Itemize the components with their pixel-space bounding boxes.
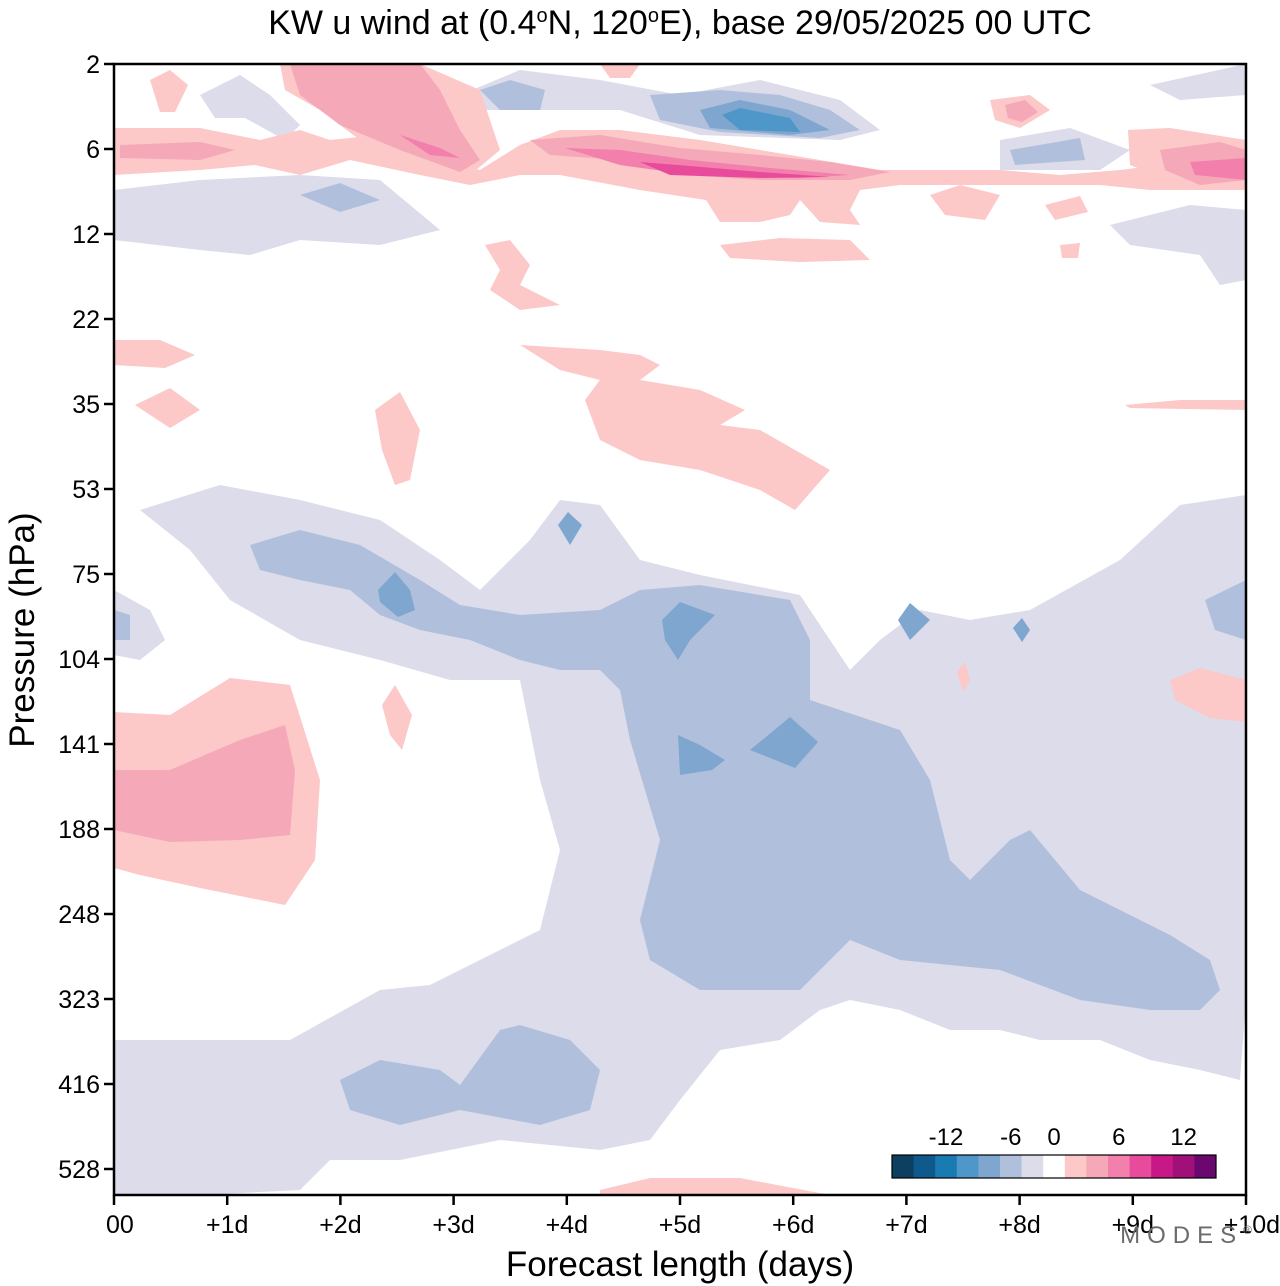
colorbar: -12 -6 0 6 12	[891, 1124, 1217, 1179]
y-tick-label: 35	[72, 391, 100, 419]
contour-neg-4e	[480, 80, 545, 110]
contour-neg-6d	[750, 717, 818, 768]
contour-pos-2-band	[520, 345, 830, 510]
contour-pos-6a	[565, 148, 850, 178]
colorbar-swatch	[913, 1155, 936, 1178]
y-tick-label: 53	[72, 476, 100, 504]
contour-pos-2-f	[382, 685, 412, 750]
colorbar-frame	[891, 1154, 1217, 1179]
contour-neg-4g	[300, 183, 380, 212]
colorbar-swatch	[978, 1155, 1001, 1178]
contour-neg-6a	[378, 572, 415, 617]
colorbar-label: -12	[929, 1124, 964, 1151]
chart-title: KW u wind at (0.4oN, 120oE), base 29/05/…	[268, 4, 1092, 42]
contour-pos-4-top	[290, 64, 480, 172]
modes-logo: MODES®	[1120, 1222, 1252, 1249]
contour-pos-6b	[400, 135, 460, 158]
contour-neg-4	[250, 530, 1220, 1010]
contour-pos-2-d	[135, 388, 200, 428]
contour-neg-6c	[678, 735, 725, 775]
contour-pos-2-q	[1045, 196, 1088, 220]
y-tick-label: 416	[58, 1071, 100, 1099]
contour-pos-2-o	[600, 1178, 830, 1195]
x-axis: 00 +1d +2d +3d +4d +5d +6d +7d +8d +9d +10d	[106, 1195, 1280, 1239]
contour-pos-2-s	[1060, 243, 1080, 258]
y-tick-label: 248	[58, 901, 100, 929]
contour-pos-2-k	[930, 185, 1000, 220]
contour-pos-2-c	[114, 340, 195, 368]
contour-pos-2-e	[375, 392, 420, 485]
colorbar-swatch	[1151, 1155, 1174, 1178]
y-tick-label: 188	[58, 816, 100, 844]
contour-neg-2-top5	[1110, 205, 1246, 285]
x-tick-label: +2d	[319, 1211, 361, 1239]
contour-neg-2-top6	[200, 75, 300, 140]
colorbar-label: 0	[1047, 1124, 1060, 1151]
contour-neg-4c	[1205, 580, 1246, 640]
contour-pos-6c	[1190, 158, 1246, 180]
colorbar-label: -6	[1000, 1124, 1021, 1151]
colorbar-swatch	[1086, 1155, 1109, 1178]
y-tick-label: 6	[86, 136, 100, 164]
y-axis-label: Pressure (hPa)	[3, 512, 42, 747]
x-tick-label: +4d	[546, 1211, 588, 1239]
y-tick-label: 104	[58, 646, 100, 674]
x-tick-label: +10d	[1224, 1211, 1280, 1239]
colorbar-swatch	[1000, 1155, 1023, 1178]
x-tick-label: +3d	[432, 1211, 474, 1239]
contour-pos-4-strat	[530, 135, 890, 180]
colorbar-swatch	[1129, 1155, 1152, 1178]
contour-pos-2-m	[150, 70, 188, 112]
contour-neg-4h	[114, 610, 130, 640]
contour-pos-4-d	[1005, 100, 1038, 122]
contour-pos-2-i	[485, 240, 560, 310]
colorbar-label: 6	[1112, 1124, 1125, 1151]
contour-neg-6b	[662, 602, 715, 660]
y-tick-label: 141	[58, 731, 100, 759]
contour-neg-6g	[1013, 618, 1030, 642]
colorbar-swatch	[1064, 1155, 1087, 1178]
y-tick-label: 2	[86, 51, 100, 79]
y-tick-label: 528	[58, 1156, 100, 1184]
colorbar-swatch	[1172, 1155, 1195, 1178]
contour-neg-2-top4	[1150, 64, 1246, 100]
contour-pos-2-j	[720, 238, 870, 262]
contour-field	[114, 64, 1246, 1195]
x-tick-label: +1d	[206, 1211, 248, 1239]
colorbar-swatch	[935, 1155, 958, 1178]
x-tick-label: +9d	[1112, 1211, 1154, 1239]
x-tick-label: +7d	[885, 1211, 927, 1239]
contour-pos-2-r	[600, 64, 640, 78]
y-tick-label: 12	[72, 221, 100, 249]
y-tick-label: 75	[72, 561, 100, 589]
colorbar-swatch	[1194, 1155, 1217, 1178]
colorbar-swatch	[1043, 1155, 1066, 1178]
x-tick-label: +6d	[772, 1211, 814, 1239]
x-tick-label: +8d	[998, 1211, 1040, 1239]
contour-pos-4-b	[120, 142, 235, 160]
colorbar-swatch	[956, 1155, 979, 1178]
x-axis-label: Forecast length (days)	[506, 1245, 854, 1284]
x-tick-label: 00	[106, 1211, 134, 1239]
y-tick-label: 323	[58, 986, 100, 1014]
x-tick-label: +5d	[659, 1211, 701, 1239]
contour-neg-6f	[898, 603, 930, 640]
y-axis: 2 6 12 22 35 53 75 104 141 188 248 323 416 528	[58, 51, 114, 1184]
contour-pos-2-h	[1125, 400, 1246, 410]
colorbar-swatch	[892, 1155, 915, 1178]
contour-neg-4f	[1010, 138, 1085, 165]
contour-pos-4-jet	[114, 725, 295, 842]
y-tick-label: 22	[72, 306, 100, 334]
contour-neg-8i	[722, 108, 800, 132]
contour-neg-2b	[114, 590, 165, 660]
colorbar-swatch	[1108, 1155, 1131, 1178]
contour-pos-2-p	[957, 662, 970, 692]
colorbar-label: 12	[1170, 1124, 1197, 1151]
contour-neg-6h	[558, 512, 582, 545]
contour-neg-4b	[340, 1025, 600, 1125]
contour-pos-8a	[640, 162, 830, 178]
contour-pos-2-g	[1170, 668, 1246, 722]
colorbar-swatch	[1021, 1155, 1044, 1178]
